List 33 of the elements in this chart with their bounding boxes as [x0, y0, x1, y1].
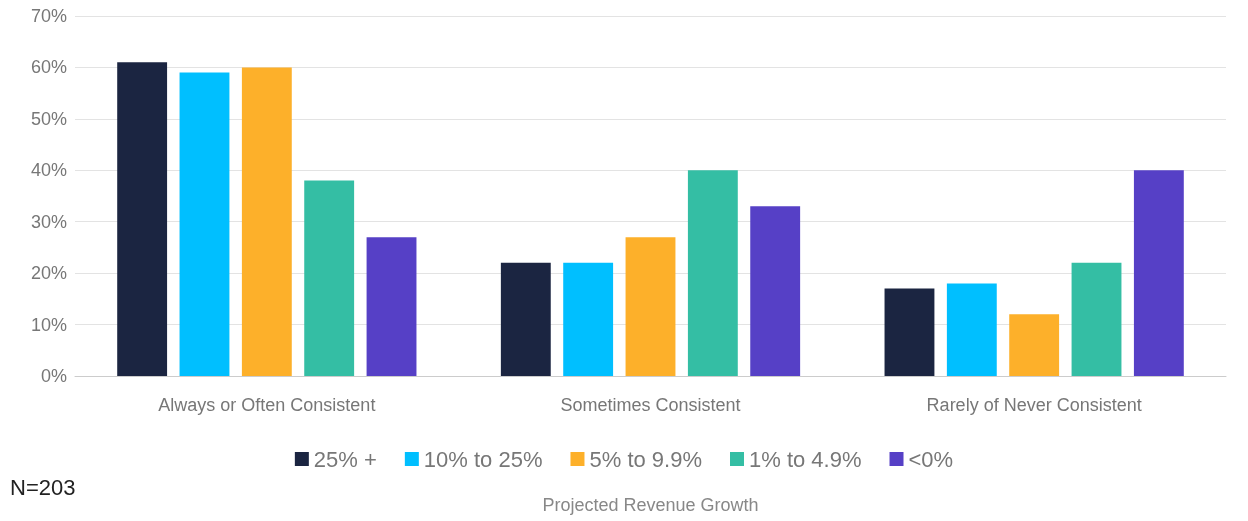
- y-tick-label: 70%: [30, 6, 67, 26]
- y-tick-label: 20%: [30, 263, 67, 284]
- bar: [750, 206, 801, 376]
- bar: [304, 180, 355, 376]
- y-tick-label: 50%: [30, 108, 67, 129]
- bar: [366, 237, 417, 376]
- bar: [1133, 170, 1184, 376]
- bar: [1009, 314, 1060, 376]
- y-tick-label: 40%: [30, 160, 67, 181]
- bar: [500, 262, 551, 376]
- x-tick-label: Always or Often Consistent: [158, 395, 376, 415]
- x-tick-label: Sometimes Consistent: [560, 395, 741, 415]
- bar: [241, 67, 292, 376]
- y-tick-label: 60%: [30, 57, 67, 78]
- bar: [687, 170, 738, 376]
- x-axis-title: Projected Revenue Growth: [542, 495, 759, 515]
- legend-label: 5% to 9.9%: [589, 446, 702, 472]
- y-tick-label: 30%: [30, 211, 67, 232]
- bar: [884, 288, 935, 376]
- bar: [625, 237, 676, 376]
- y-tick-label: 0%: [40, 366, 67, 386]
- text: N=203: [10, 474, 76, 500]
- bar: [1071, 262, 1122, 376]
- bar: [117, 62, 168, 376]
- bar: [563, 262, 614, 376]
- x-tick-label: Rarely of Never Consistent: [926, 395, 1142, 415]
- legend-label: 1% to 4.9%: [748, 446, 862, 472]
- bar: [179, 72, 230, 376]
- legend-label: 25% +: [313, 446, 377, 472]
- legend-label: 10% to 25%: [423, 446, 543, 472]
- y-tick-label: 10%: [30, 314, 67, 335]
- bar: [946, 283, 997, 376]
- legend-label: <0%: [908, 446, 954, 472]
